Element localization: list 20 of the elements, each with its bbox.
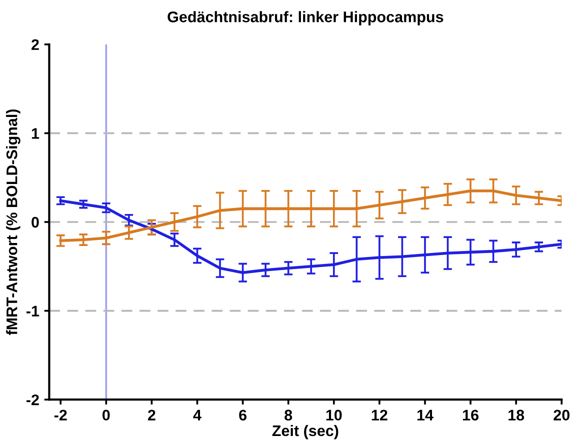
x-tick-label: 10 [326,410,342,421]
y-tick-label: -2 [26,394,39,406]
x-axis-title: Zeit (sec) [272,424,338,440]
x-tick-label: 16 [463,410,478,421]
x-tick-label: 18 [508,410,524,421]
x-tick-label: 8 [284,410,292,421]
x-tick-label: 4 [193,410,202,420]
x-tick-label: 0 [102,410,110,421]
y-tick-label: 1 [32,128,40,139]
x-tick-label: -2 [54,410,67,420]
x-tick-label: 14 [417,410,434,420]
y-axis-title: fMRT-Antwort (% BOLD-Signal) [6,109,20,336]
y-tick-label: -1 [26,306,40,316]
y-tick-label: 0 [32,216,39,228]
y-tick-label: 2 [32,39,39,50]
x-tick-label: 12 [372,410,388,420]
x-tick-label: 20 [554,410,570,421]
x-tick-label: 6 [239,410,246,421]
chart-title: Gedächtnisabruf: linker Hippocampus [168,11,444,26]
x-tick-label: 2 [148,410,156,420]
